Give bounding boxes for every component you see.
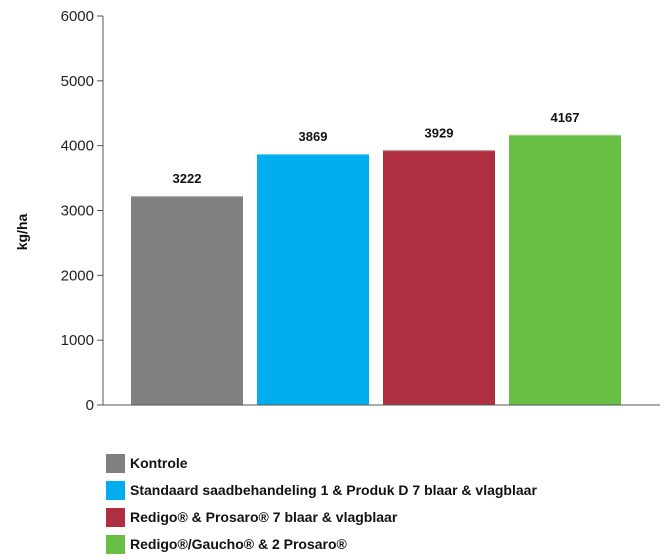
y-tick-label: 1000 (61, 332, 94, 349)
y-axis-title: kg/ha (14, 214, 30, 251)
legend-label: Redigo®/Gaucho® & 2 Prosaro® (130, 536, 347, 552)
bar-value-label: 3929 (425, 125, 454, 140)
bar-value-label: 3869 (299, 129, 328, 144)
y-tick-label: 6000 (61, 8, 94, 25)
legend-label: Standaard saadbehandeling 1 & Produk D 7… (130, 482, 537, 498)
y-tick-label: 4000 (61, 138, 94, 155)
y-tick-label: 3000 (61, 203, 94, 220)
legend-swatch (106, 507, 125, 527)
legend-swatch (106, 534, 125, 554)
y-tick-label: 0 (86, 397, 94, 414)
bar-value-label: 4167 (551, 110, 580, 125)
legend-swatch (106, 480, 125, 500)
legend: Kontrole Standaard saadbehandeling 1 & P… (106, 452, 537, 560)
legend-label: Kontrole (130, 455, 188, 471)
bar (509, 134, 621, 406)
y-tick-label: 5000 (61, 73, 94, 90)
bars: 3222 3869 3929 4167 (131, 110, 621, 406)
bar (383, 150, 495, 405)
legend-item-redigo-prosaro: Redigo® & Prosaro® 7 blaar & vlagblaar (106, 506, 537, 528)
legend-label: Redigo® & Prosaro® 7 blaar & vlagblaar (130, 509, 398, 525)
bar-value-label: 3222 (173, 171, 202, 186)
legend-item-standaard: Standaard saadbehandeling 1 & Produk D 7… (106, 479, 537, 501)
legend-item-kontrole: Kontrole (106, 452, 537, 474)
y-axis: 0 1000 2000 3000 4000 5000 6000 (61, 8, 103, 414)
legend-swatch (106, 453, 125, 473)
bar-chart: kg/ha 0 1000 2000 3000 4000 5000 6000 3222 3869… (14, 8, 660, 414)
bar (131, 196, 243, 405)
bar (257, 154, 369, 405)
y-tick-label: 2000 (61, 267, 94, 284)
legend-item-redigo-gaucho: Redigo®/Gaucho® & 2 Prosaro® (106, 533, 537, 555)
